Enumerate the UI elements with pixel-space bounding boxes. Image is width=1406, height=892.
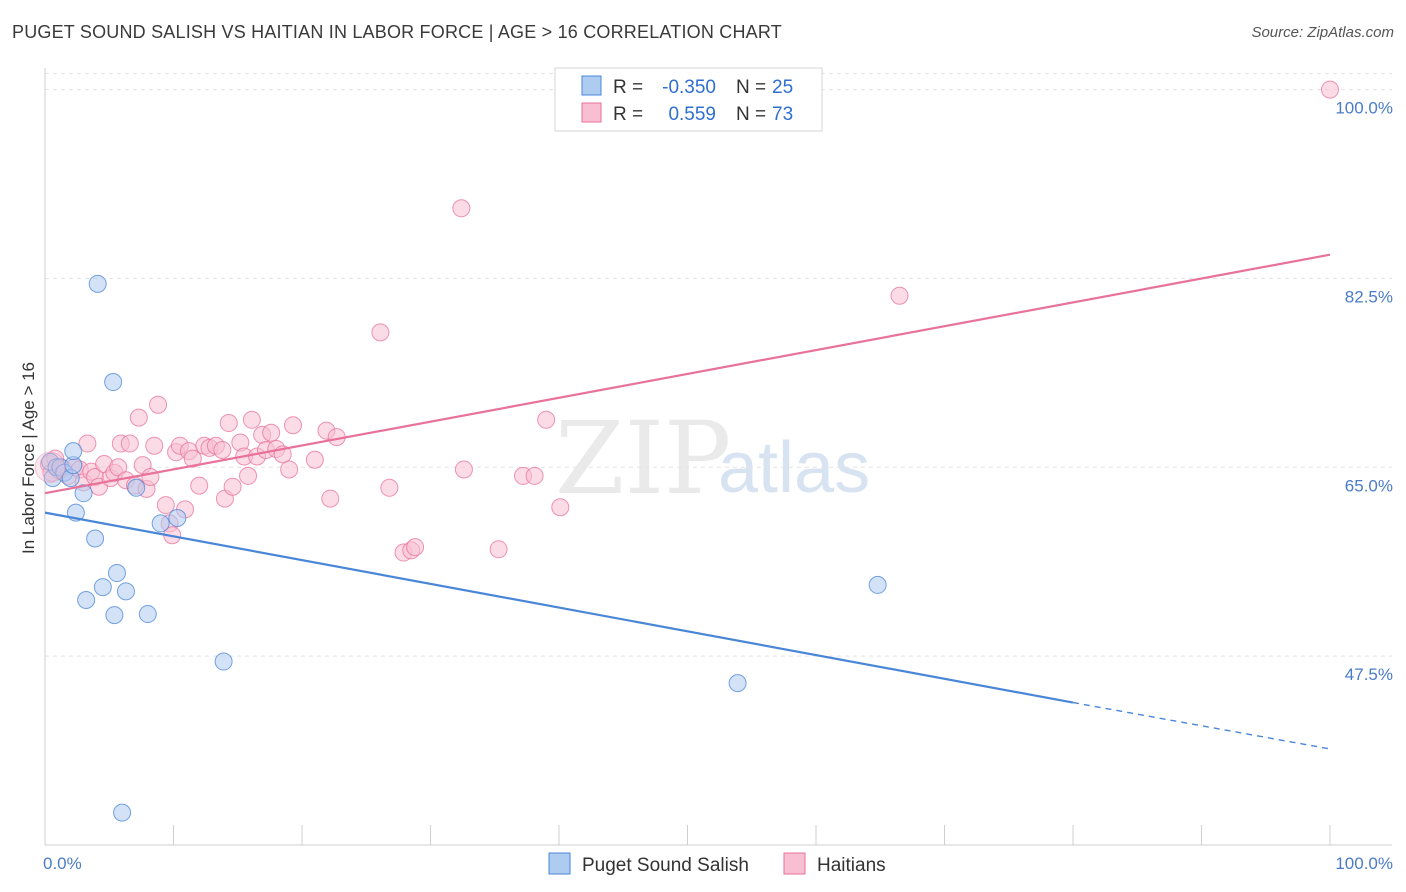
stats-legend: R = -0.350 N = 25 R = 0.559 N = 73: [554, 67, 823, 132]
point-0-10: [77, 591, 96, 610]
point-1-26: [149, 395, 168, 414]
point-1-71: [890, 286, 909, 305]
point-1-24: [141, 468, 160, 487]
point-0-25: [868, 575, 887, 594]
point-1-64: [452, 199, 471, 218]
trend-lines: [44, 253, 1331, 750]
point-1-46: [242, 410, 261, 429]
point-1-50: [262, 423, 281, 442]
legend-n-value-2: 73: [772, 104, 793, 125]
point-0-19: [138, 605, 157, 624]
point-1-68: [525, 466, 544, 485]
point-1-66: [489, 540, 508, 559]
y-tick-label-0: 100.0%: [1335, 99, 1393, 118]
point-1-63: [406, 538, 425, 557]
point-0-22: [214, 652, 233, 671]
point-0-18: [127, 478, 146, 497]
point-0-12: [88, 274, 107, 293]
legend-r-value-1: -0.350: [662, 77, 716, 98]
legend-swatch-puget: [581, 75, 602, 96]
x-tick-label-0: 0.0%: [43, 854, 82, 873]
point-1-41: [219, 414, 238, 433]
y-axis-label: In Labor Force | Age > 16: [19, 362, 38, 554]
watermark-atlas: atlas: [718, 428, 870, 508]
chart-title: PUGET SOUND SALISH VS HAITIAN IN LABOR F…: [12, 22, 782, 42]
point-0-17: [116, 582, 135, 601]
point-1-70: [551, 498, 570, 517]
x-tick-label-1: 100.0%: [1335, 854, 1393, 873]
point-1-34: [183, 449, 202, 468]
point-0-15: [105, 606, 124, 625]
point-1-19: [120, 434, 139, 453]
point-1-65: [454, 460, 473, 479]
legend-r-value-2: 0.559: [668, 104, 716, 125]
point-0-24: [728, 674, 747, 693]
y-tick-label-1: 82.5%: [1345, 287, 1393, 306]
point-1-9: [78, 434, 97, 453]
legend-r-label-1: R =: [613, 77, 643, 98]
x-tick-labels: 0.0% 100.0%: [43, 854, 1393, 873]
point-1-54: [284, 416, 303, 435]
trend-line-extension-0: [1072, 701, 1331, 750]
point-1-39: [213, 441, 232, 460]
source-credit: Source: ZipAtlas.com: [1251, 24, 1394, 41]
data-points: [34, 80, 1339, 822]
y-tick-labels: 100.0% 82.5% 65.0% 47.5%: [1335, 99, 1393, 685]
legend-r-label-2: R =: [613, 104, 643, 125]
point-0-13: [93, 578, 112, 597]
point-1-42: [223, 477, 242, 496]
point-0-7: [64, 442, 83, 461]
point-1-69: [537, 410, 556, 429]
point-1-72: [1321, 80, 1339, 99]
bottom-legend-label-haitians: Haitians: [817, 855, 886, 876]
point-1-57: [321, 489, 340, 508]
legend-n-label-2: N =: [736, 104, 766, 125]
point-1-55: [305, 450, 324, 469]
trend-line-0: [44, 511, 1074, 704]
legend-swatch-haitians: [581, 102, 602, 123]
series-puget-sound-salish: [41, 274, 887, 822]
series-legend: Puget Sound Salish Haitians: [548, 852, 886, 876]
point-cluster: [34, 451, 66, 483]
y-tick-label-2: 65.0%: [1345, 476, 1393, 495]
legend-n-value-1: 25: [772, 77, 793, 98]
point-1-59: [371, 323, 390, 342]
point-1-21: [129, 408, 148, 427]
point-0-11: [86, 529, 105, 548]
bottom-legend-swatch-puget: [548, 852, 571, 875]
point-0-9: [74, 484, 93, 503]
point-0-21: [168, 509, 187, 528]
y-tick-label-3: 47.5%: [1345, 665, 1393, 684]
point-0-23: [113, 803, 132, 822]
point-1-60: [380, 478, 399, 497]
point-1-25: [145, 436, 164, 455]
point-0-14: [104, 373, 123, 392]
point-1-45: [239, 466, 258, 485]
legend-n-label-1: N =: [736, 77, 766, 98]
point-1-53: [280, 460, 299, 479]
point-0-20: [151, 514, 170, 533]
point-0-16: [107, 564, 126, 583]
point-1-35: [190, 476, 209, 495]
trend-line-1: [44, 253, 1331, 495]
bottom-legend-label-puget: Puget Sound Salish: [582, 855, 749, 876]
point-1-27: [156, 496, 175, 515]
watermark-zip: ZIP: [555, 400, 731, 517]
grid-lines: [45, 72, 1392, 657]
bottom-legend-swatch-haitians: [783, 852, 806, 875]
